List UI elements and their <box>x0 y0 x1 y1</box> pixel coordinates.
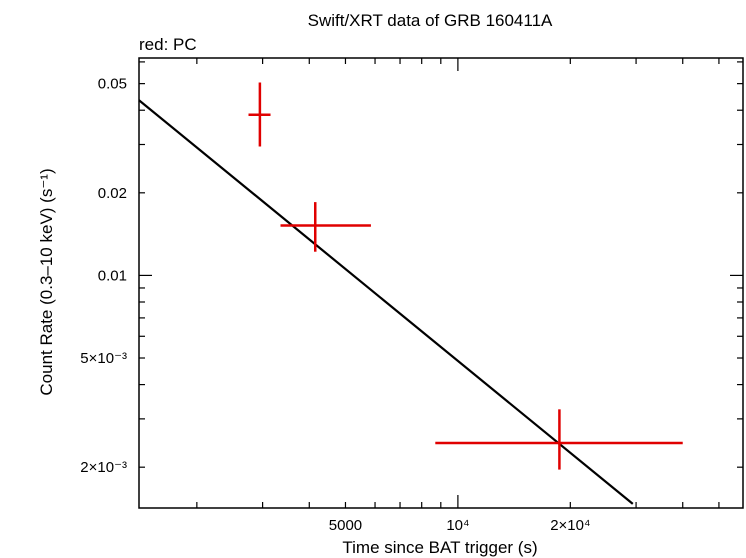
plot-frame <box>138 57 744 509</box>
data-point <box>280 202 371 252</box>
chart-title: Swift/XRT data of GRB 160411A <box>308 11 553 30</box>
y-tick-label: 0.01 <box>98 267 127 284</box>
y-tick-label: 5×10⁻³ <box>80 350 127 367</box>
x-tick-label: 2×10⁴ <box>550 517 590 534</box>
data-point <box>435 409 683 470</box>
y-axis-label: Count Rate (0.3–10 keV) (s⁻¹) <box>37 168 56 395</box>
chart-subtitle: red: PC <box>139 35 197 54</box>
axis-ticks <box>139 58 743 508</box>
model-layer <box>138 99 634 505</box>
power-law-fit-line <box>138 99 634 505</box>
x-axis-label: Time since BAT trigger (s) <box>342 538 537 557</box>
data-point <box>248 82 271 147</box>
data-points <box>248 82 683 470</box>
y-tick-label: 2×10⁻³ <box>80 459 127 476</box>
y-tick-label: 0.02 <box>98 185 127 202</box>
x-tick-label: 5000 <box>329 517 362 534</box>
x-tick-label: 10⁴ <box>446 517 469 534</box>
y-tick-label: 0.05 <box>98 76 127 93</box>
axis-tick-labels: 5000 10⁴ 2×10⁴ 0.05 0.02 0.01 5×10⁻³ 2×10⁻³ <box>80 76 590 534</box>
